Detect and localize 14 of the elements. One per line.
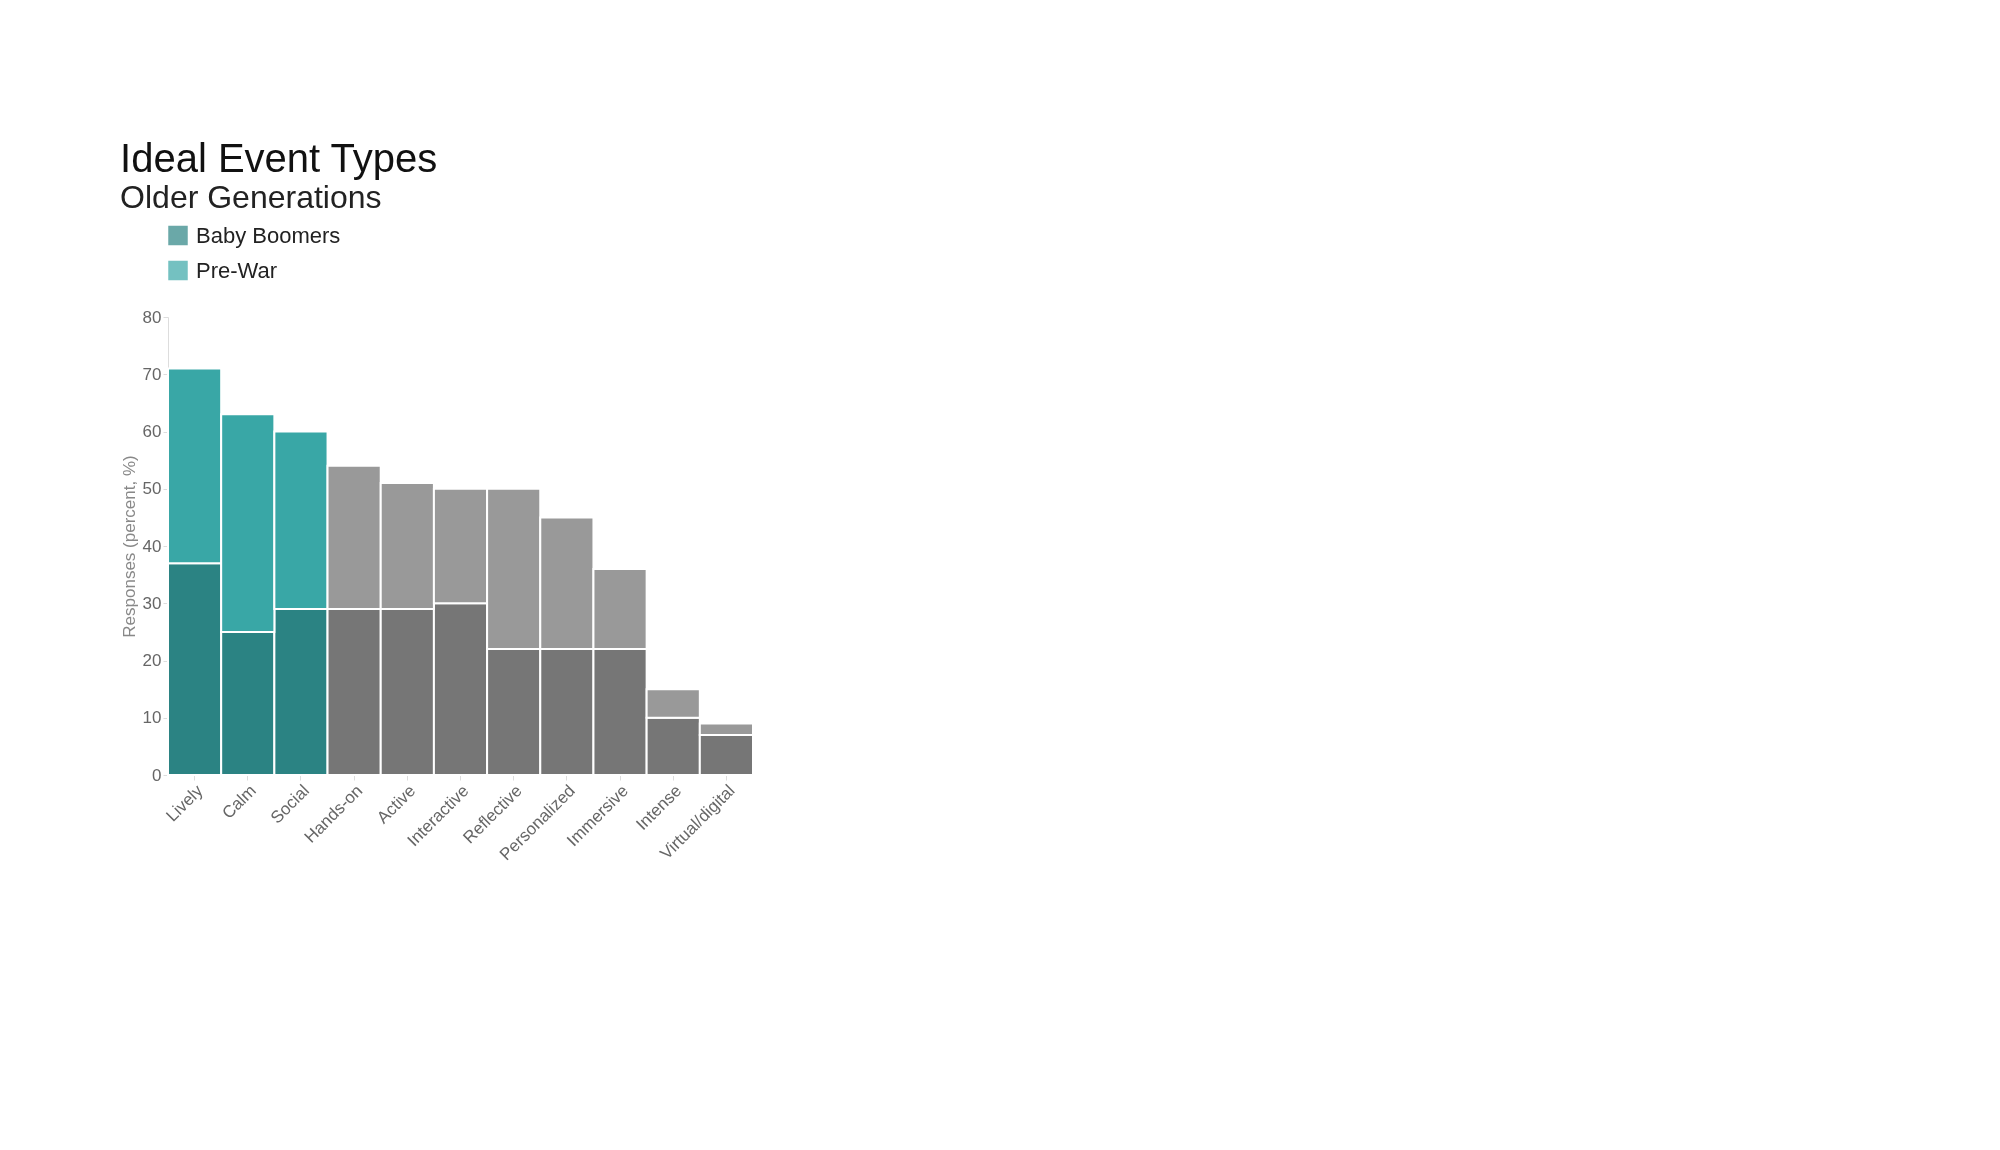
y-tick-label: 20 (142, 651, 162, 670)
y-tick-label: 60 (142, 422, 162, 441)
legend-label: Pre-War (196, 257, 278, 283)
chart-title: Ideal Event Types (120, 136, 438, 180)
y-axis-title: Responses (percent, %) (119, 455, 139, 638)
y-tick-label: 10 (142, 708, 162, 728)
y-tick-label: 80 (142, 307, 162, 327)
y-tick-label: 50 (142, 479, 162, 499)
y-tick-label: 40 (142, 536, 162, 556)
legend-label: Baby Boomers (196, 222, 341, 248)
y-tick-label: 70 (142, 364, 162, 384)
chart-subtitle: Older Generations (120, 179, 382, 215)
y-tick-label: 30 (142, 593, 162, 613)
y-tick-label: 0 (152, 765, 162, 785)
